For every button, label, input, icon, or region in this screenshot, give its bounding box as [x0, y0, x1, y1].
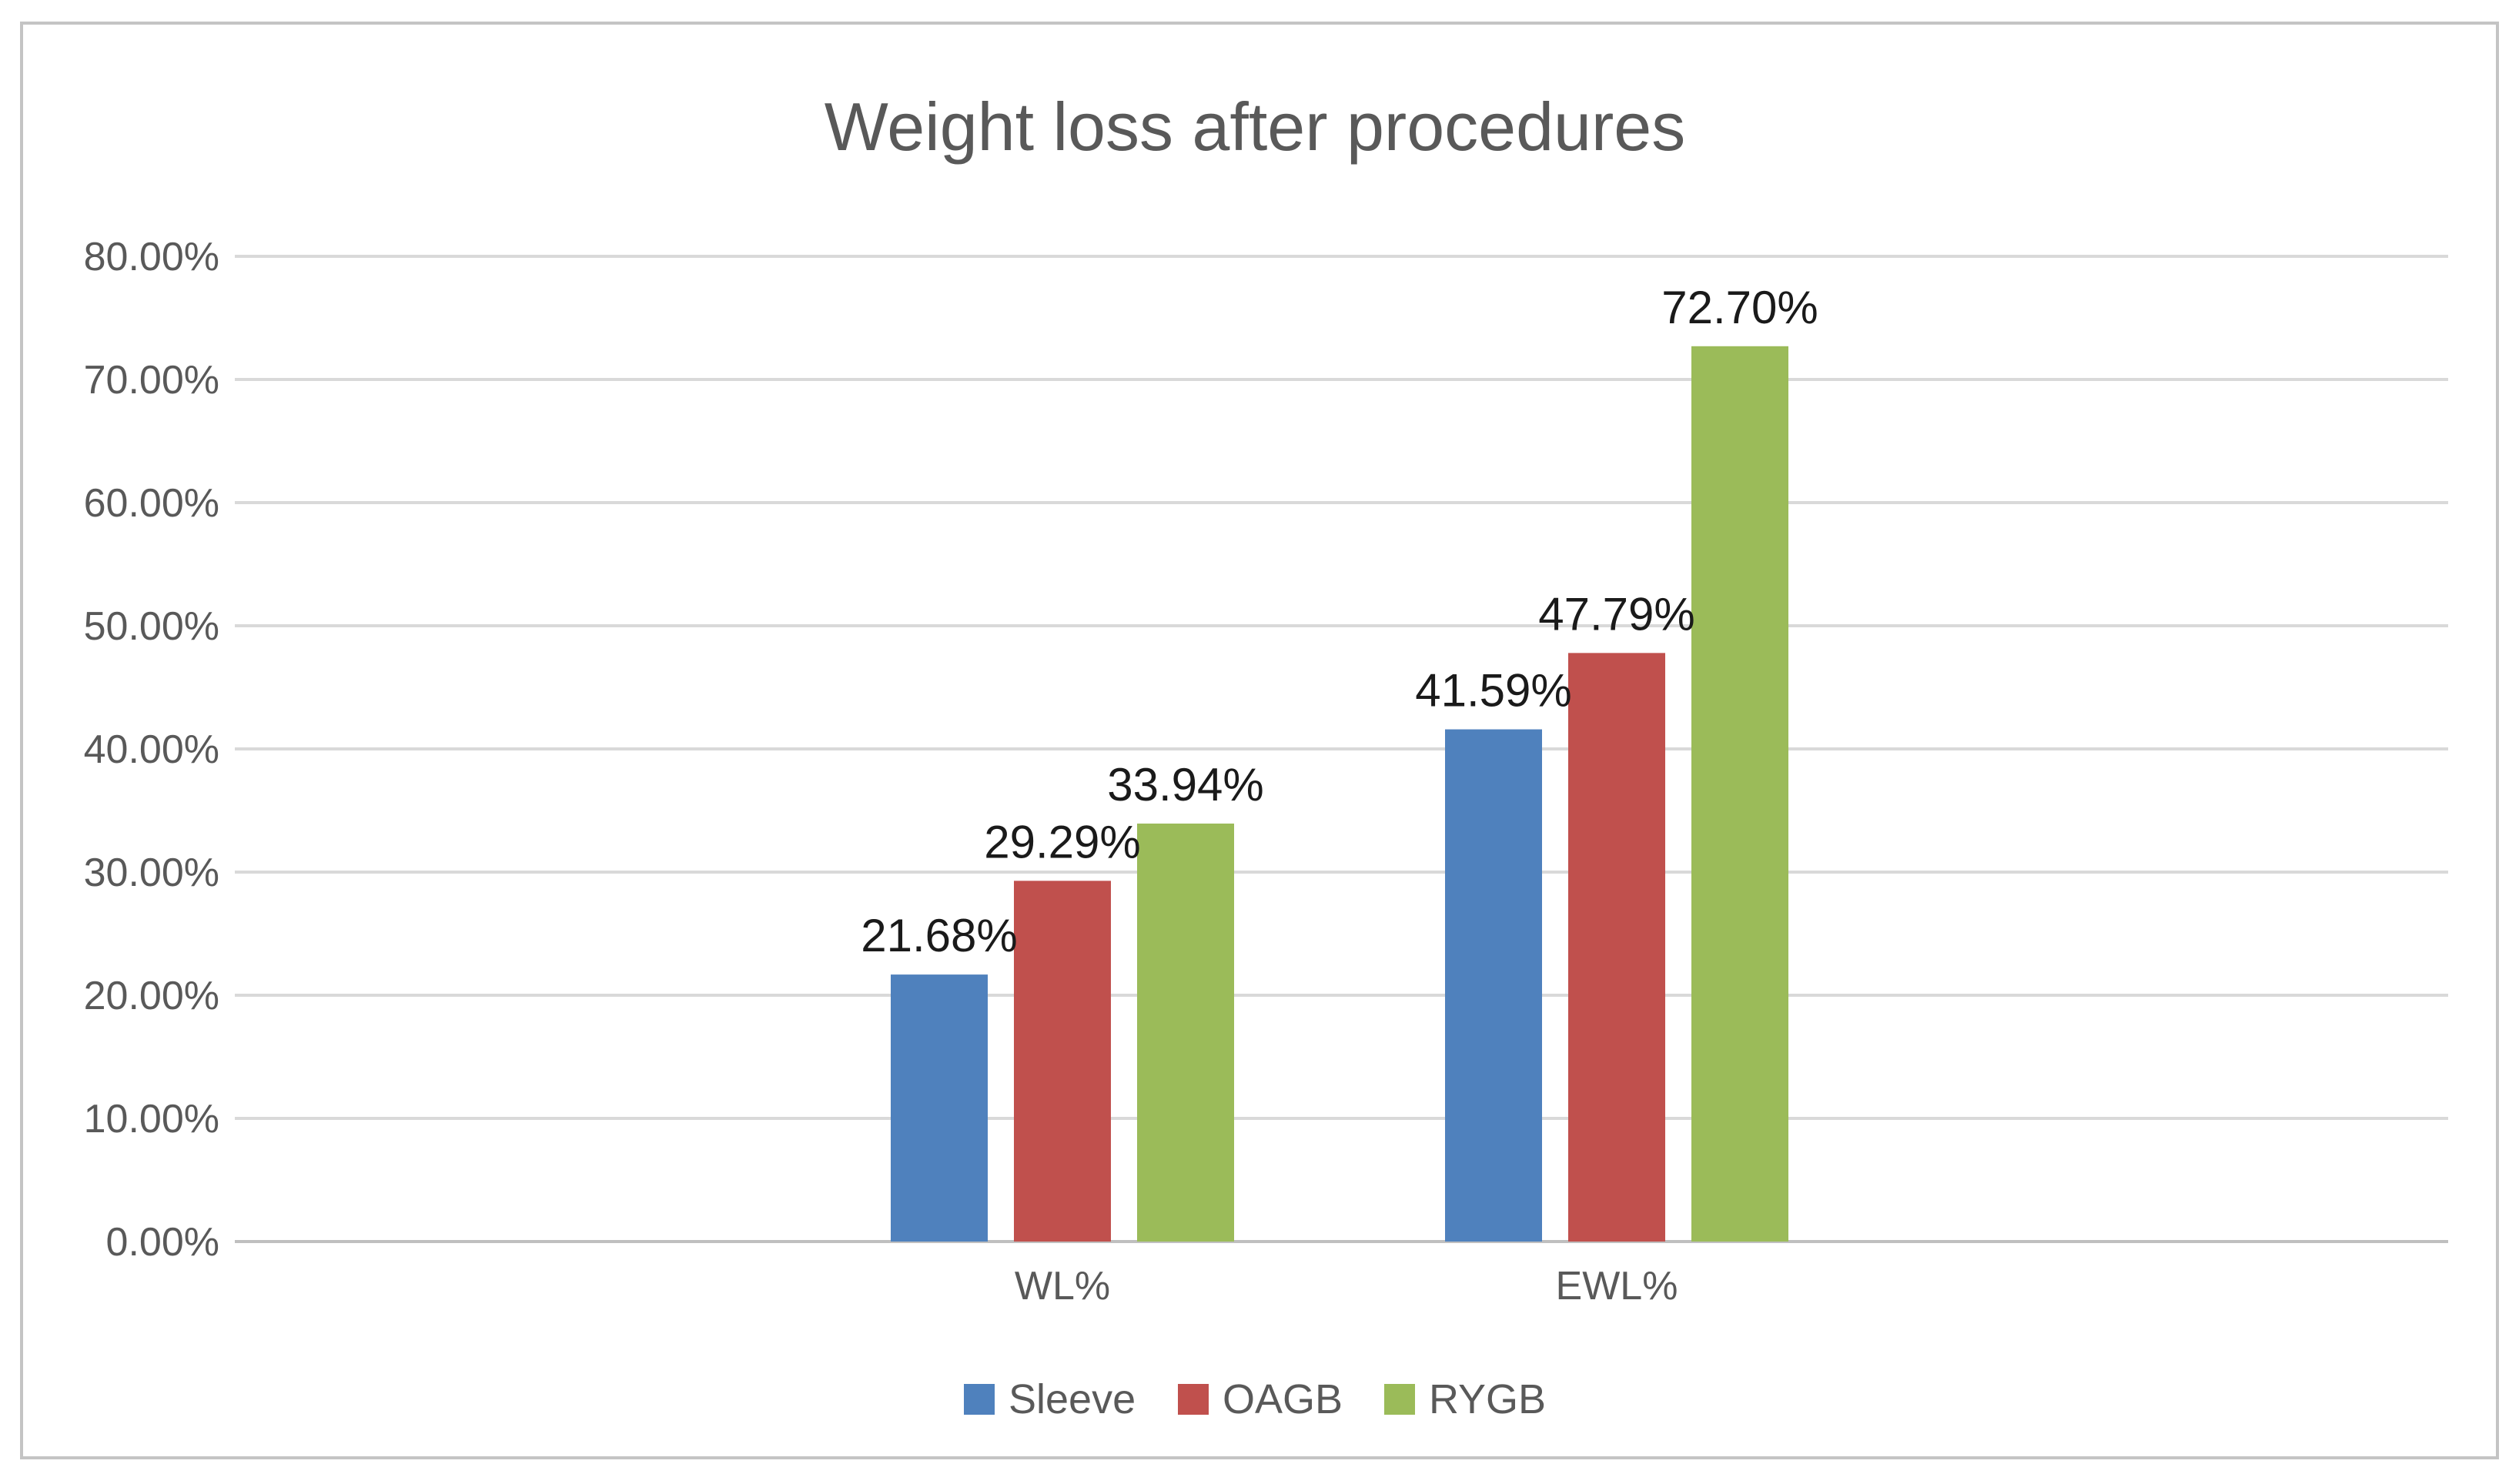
- y-tick-label: 30.00%: [84, 851, 219, 895]
- data-label: 47.79%: [1538, 588, 1695, 640]
- y-axis-ticks: 0.00% 10.00% 20.00% 30.00% 40.00% 50.00% 60.00…: [84, 235, 219, 1265]
- legend-swatch: [1384, 1384, 1415, 1415]
- bar-sleeve-wl-pct: [891, 974, 988, 1242]
- legend-label: Sleeve: [1009, 1376, 1136, 1422]
- legend-label: OAGB: [1223, 1376, 1343, 1422]
- legend-item-sleeve: Sleeve: [964, 1376, 1136, 1422]
- legend-swatch: [964, 1384, 995, 1415]
- data-label: 29.29%: [984, 816, 1141, 867]
- legend: Sleeve OAGB RYGB: [964, 1376, 1546, 1422]
- y-tick-label: 60.00%: [84, 481, 219, 526]
- data-label: 21.68%: [861, 910, 1018, 961]
- legend-swatch: [1178, 1384, 1209, 1415]
- y-tick-label: 80.00%: [84, 235, 219, 279]
- legend-item-rygb: RYGB: [1384, 1376, 1546, 1422]
- y-tick-label: 20.00%: [84, 974, 219, 1018]
- bar-rygb-wl-pct: [1137, 823, 1234, 1242]
- legend-item-oagb: OAGB: [1178, 1376, 1343, 1422]
- x-axis-ticks: WL% EWL%: [1015, 1264, 1678, 1309]
- data-label: 72.70%: [1661, 282, 1818, 333]
- y-tick-label: 10.00%: [84, 1097, 219, 1141]
- legend-label: RYGB: [1429, 1376, 1546, 1422]
- y-tick-label: 40.00%: [84, 727, 219, 772]
- x-tick-label: WL%: [1015, 1264, 1110, 1309]
- bar-oagb-wl-pct: [1014, 881, 1111, 1242]
- chart-title: Weight loss after procedures: [825, 89, 1685, 165]
- x-tick-label: EWL%: [1556, 1264, 1678, 1309]
- data-labels: 21.68% 29.29%33.94% 41.59% 47.79% 72.70%: [861, 282, 1818, 961]
- y-tick-label: 70.00%: [84, 358, 219, 403]
- bar-sleeve-ewl-pct: [1445, 729, 1542, 1242]
- data-label: 41.59%: [1415, 665, 1572, 717]
- data-label: 33.94%: [1107, 759, 1264, 811]
- bar-oagb-ewl-pct: [1568, 653, 1665, 1242]
- bar-rygb-ewl-pct: [1691, 346, 1788, 1242]
- y-tick-label: 0.00%: [106, 1220, 219, 1265]
- bars: [891, 346, 1788, 1242]
- y-tick-label: 50.00%: [84, 604, 219, 649]
- grid-lines: [235, 255, 2448, 1243]
- chart-frame: [20, 22, 2499, 1459]
